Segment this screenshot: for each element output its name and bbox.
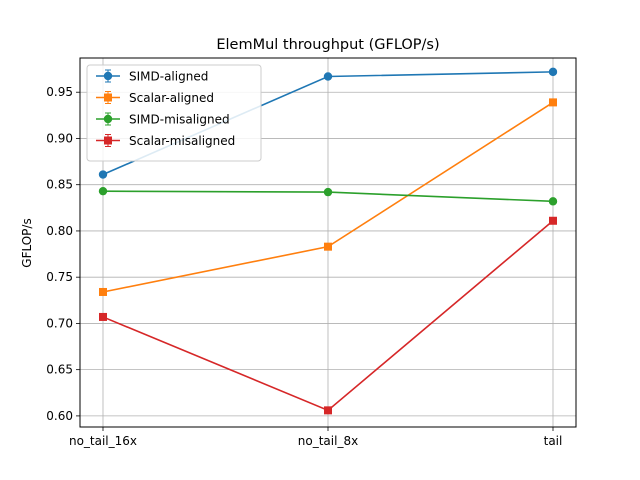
legend-box xyxy=(86,64,262,162)
data-point xyxy=(549,216,557,225)
grid xyxy=(80,58,576,427)
legend-item: SIMD-misaligned xyxy=(96,112,230,127)
data-point xyxy=(98,170,108,179)
y-tick-label: 0.90 xyxy=(46,131,73,145)
plot-frame xyxy=(79,57,577,428)
series-scalar-misaligned xyxy=(99,216,557,415)
data-point xyxy=(548,197,558,206)
legend-marker xyxy=(104,136,112,145)
legend-marker xyxy=(104,93,112,102)
series-scalar-aligned xyxy=(99,98,557,296)
y-tick-label: 0.85 xyxy=(46,178,73,192)
axis-ticks: no_tail_16x no_tail_8x tail 0.60 0.65 0.70 0.7… xyxy=(46,85,562,448)
y-axis-label: GFLOP/s xyxy=(20,218,34,267)
legend: SIMD-aligned Scalar-aligned SIMD-misaligne… xyxy=(86,64,262,162)
data-point xyxy=(549,98,557,107)
y-tick-label: 0.75 xyxy=(46,270,73,284)
chart-title: ElemMul throughput (GFLOP/s) xyxy=(216,37,439,53)
x-tick-label: no_tail_8x xyxy=(298,434,358,448)
data-point xyxy=(548,67,558,77)
data-point xyxy=(323,72,333,81)
data-point xyxy=(324,242,332,251)
y-tick-label: 0.95 xyxy=(46,85,73,99)
data-point xyxy=(323,187,333,197)
legend-item: Scalar-aligned xyxy=(96,91,214,105)
y-tick-label: 0.80 xyxy=(46,224,73,238)
y-tick-label: 0.65 xyxy=(46,363,73,377)
legend-label: SIMD-misaligned xyxy=(129,113,230,127)
legend-item: SIMD-aligned xyxy=(96,69,208,84)
data-point xyxy=(99,287,107,296)
legend-item: Scalar-misaligned xyxy=(96,134,235,148)
data-point xyxy=(98,186,108,196)
legend-marker xyxy=(103,114,113,124)
series-simd-misaligned xyxy=(98,186,558,206)
legend-marker xyxy=(103,71,113,81)
x-tick-label: tail xyxy=(544,434,563,448)
legend-label: Scalar-misaligned xyxy=(129,134,235,148)
x-tick-label: no_tail_16x xyxy=(69,434,137,448)
data-point xyxy=(99,312,107,321)
legend-label: SIMD-aligned xyxy=(129,70,208,84)
y-tick-label: 0.70 xyxy=(46,316,73,330)
y-tick-label: 0.60 xyxy=(46,409,73,423)
legend-label: Scalar-aligned xyxy=(129,91,214,105)
data-point xyxy=(324,406,332,415)
